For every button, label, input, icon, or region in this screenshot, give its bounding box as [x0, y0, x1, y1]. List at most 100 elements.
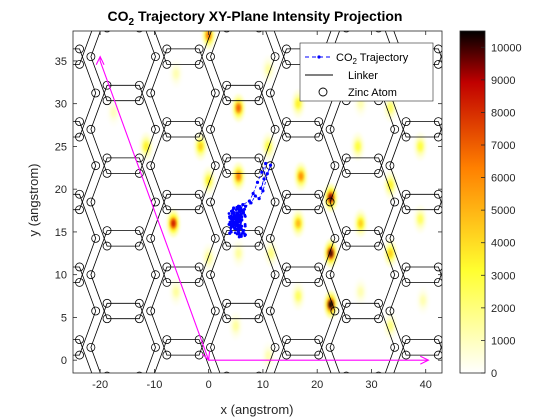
zinc-atom [43, 351, 51, 359]
chart-title: CO2 Trajectory XY-Plane Intensity Projec… [108, 8, 403, 28]
zinc-atom [343, 371, 350, 373]
zinc-atom [446, 198, 454, 206]
hotspot [413, 132, 427, 161]
zinc-atom [433, 277, 442, 287]
hotspot-layer [296, 292, 301, 300]
hotspot [351, 132, 365, 161]
legend: CO2 Trajectory Linker Zinc Atom [299, 42, 434, 102]
linker-hexagon [510, 49, 560, 137]
hotspot [169, 277, 183, 306]
zinc-atom [162, 132, 172, 142]
unit-cell-arrow [208, 355, 430, 365]
legend-entry-trajectory: CO2 Trajectory [305, 52, 409, 66]
legend-entry-linker: Linker [305, 70, 378, 82]
zinc-atom [325, 124, 335, 134]
trajectory-point [232, 210, 235, 214]
trajectory-point [241, 202, 245, 207]
colorbar-tick-label: 7000 [491, 140, 515, 152]
trajectory-point [232, 223, 236, 227]
zinc-atom [91, 233, 101, 243]
zinc-atom [206, 197, 215, 207]
zinc-atom [433, 117, 442, 127]
hotspot [353, 277, 368, 306]
trajectory-point [255, 180, 260, 184]
zinc-atom [254, 226, 264, 236]
zinc-atom [43, 118, 51, 126]
zinc-atom [522, 45, 530, 53]
zinc-atom [433, 44, 442, 54]
zinc-atom [282, 189, 291, 199]
zinc-atom [162, 44, 172, 54]
y-axis-label: y (angstrom) [26, 164, 41, 237]
zinc-atom [325, 270, 335, 280]
zinc-atom [325, 342, 335, 352]
zinc-atom [210, 233, 220, 243]
linker-hexagon [210, 157, 276, 247]
hotspot-layer [298, 172, 303, 181]
hotspot [169, 59, 183, 88]
hotspot [229, 311, 243, 340]
zinc-atom [494, 24, 502, 32]
zinc-atom [326, 416, 334, 420]
zinc-atom [75, 59, 84, 69]
zinc-atom [390, 124, 400, 134]
hotspot-layer [358, 219, 363, 228]
y-tick-label: 30 [55, 99, 67, 111]
zinc-atom [86, 270, 96, 280]
zinc-atom [282, 117, 291, 127]
zinc-atom [522, 118, 530, 126]
zinc-atom [330, 161, 340, 171]
zinc-atom [146, 161, 156, 171]
zinc-atom [86, 342, 96, 352]
trajectory-point [231, 220, 235, 224]
linker-hexagon [329, 230, 396, 320]
zinc-atom [282, 277, 291, 287]
hotspot-layer [174, 287, 179, 296]
hotspot [383, 311, 398, 340]
zinc-atom [135, 387, 143, 395]
zinc-atom [374, 314, 383, 324]
trajectory-point [231, 208, 235, 212]
legend-zinc-marker [318, 87, 328, 97]
zinc-atom [554, 60, 560, 68]
zinc-atom [194, 335, 204, 345]
arrow-head [95, 55, 105, 65]
trajectory-point [257, 196, 261, 201]
linker-hexagon [273, 31, 332, 65]
hotspot-layer [171, 219, 176, 228]
x-tick-label: 20 [311, 379, 323, 391]
zinc-atom [314, 262, 324, 272]
trajectory-point [228, 215, 231, 219]
zinc-atom [314, 117, 324, 127]
linker-hexagon [73, 266, 97, 356]
linker-hexagon [269, 121, 336, 211]
zinc-atoms [43, 24, 560, 420]
hotspot [353, 209, 368, 238]
linker-hexagon [510, 0, 560, 64]
linker-hexagon [150, 193, 216, 283]
hotspot-layer [388, 322, 393, 330]
hotspot-layer [355, 142, 360, 151]
zinc-atom [451, 380, 459, 388]
zinc-atom [86, 197, 96, 207]
trajectory-point [265, 172, 269, 176]
unit-cell-arrow [95, 55, 105, 65]
zinc-atom [314, 350, 324, 360]
zinc-atom [75, 205, 84, 215]
y-tick-label: 20 [55, 184, 67, 196]
hotspot [139, 132, 153, 161]
y-tick-label: 10 [55, 270, 67, 282]
zinc-atom [282, 44, 291, 54]
zinc-atom [162, 277, 172, 287]
zinc-atom [385, 161, 395, 171]
linker-hexagon [389, 266, 442, 356]
zinc-atom [446, 343, 454, 351]
linker-hexagon [330, 376, 395, 420]
trajectory-point [235, 232, 239, 236]
zinc-atom [102, 314, 112, 324]
x-tick-label: -10 [146, 379, 162, 391]
zinc-atom [265, 306, 275, 316]
linker-hexagon [90, 157, 156, 247]
trajectory-point [240, 209, 244, 212]
zinc-atom [87, 416, 95, 420]
